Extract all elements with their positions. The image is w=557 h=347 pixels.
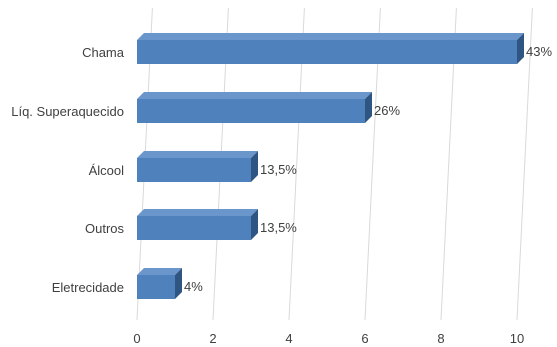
bar-4 xyxy=(137,209,258,240)
bar-3 xyxy=(137,151,258,182)
category-label: Eletrecidade xyxy=(52,280,124,295)
x-tick-label: 2 xyxy=(209,331,216,346)
bar-top-face xyxy=(137,209,258,216)
bar-front-face xyxy=(137,158,251,182)
data-label: 13,5% xyxy=(260,220,297,235)
bar-1 xyxy=(137,33,524,64)
x-tick-label: 6 xyxy=(361,331,368,346)
data-label: 4% xyxy=(184,279,203,294)
bar-5 xyxy=(137,268,182,299)
bar-top-face xyxy=(137,151,258,158)
labels: 0 2 4 6 8 10 Chama 43% Líq. Superaquecido 26% Álco… xyxy=(11,44,552,346)
data-label: 26% xyxy=(374,103,400,118)
bar-front-face xyxy=(137,275,175,299)
bar-side-face xyxy=(517,33,524,64)
bar-side-face xyxy=(175,268,182,299)
bar-top-face xyxy=(137,92,372,99)
data-label: 13,5% xyxy=(260,162,297,177)
gridline-10 xyxy=(516,7,533,321)
bar-top-face xyxy=(137,268,182,275)
bar-side-face xyxy=(251,151,258,182)
bars xyxy=(137,33,524,299)
bar-top-face xyxy=(137,33,524,40)
x-tick-label: 0 xyxy=(133,331,140,346)
bar-side-face xyxy=(365,92,372,123)
bar-front-face xyxy=(137,216,251,240)
category-label: Chama xyxy=(82,45,125,60)
category-label: Álcool xyxy=(89,163,125,178)
bar-front-face xyxy=(137,40,517,64)
bar-side-face xyxy=(251,209,258,240)
x-tick-label: 8 xyxy=(437,331,444,346)
bar-front-face xyxy=(137,99,365,123)
bar-2 xyxy=(137,92,372,123)
category-label: Líq. Superaquecido xyxy=(11,104,124,119)
category-label: Outros xyxy=(85,221,125,236)
data-label: 43% xyxy=(526,44,552,59)
x-tick-label: 4 xyxy=(285,331,292,346)
x-tick-label: 10 xyxy=(510,331,524,346)
